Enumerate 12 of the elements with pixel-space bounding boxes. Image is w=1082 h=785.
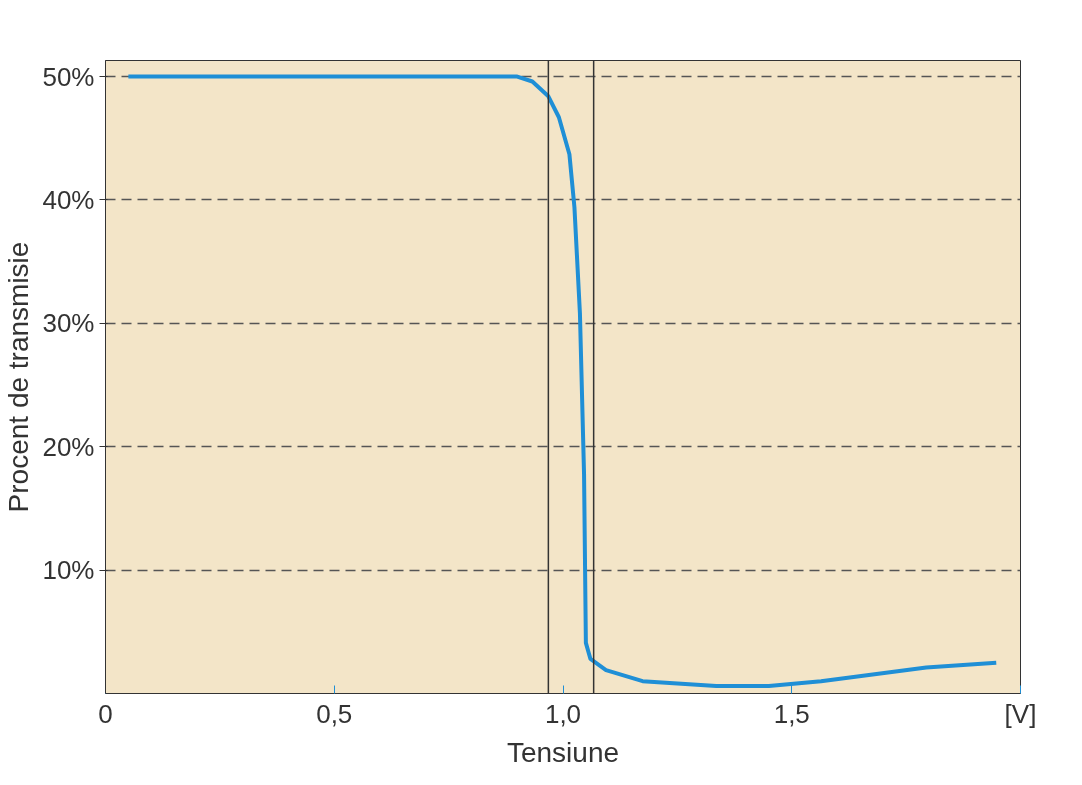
x-tick-label: 1,0: [544, 698, 582, 729]
x-tick-label: [V]: [1004, 698, 1037, 729]
y-tick-label: 20%: [42, 431, 95, 462]
x-tick-label: 0,5: [316, 698, 353, 729]
y-tick-label: 40%: [42, 184, 95, 215]
x-tick-label: 1,5: [773, 698, 810, 729]
y-tick-label: 10%: [42, 555, 95, 586]
y-tick-label: 30%: [42, 308, 95, 339]
x-tick-label: 0: [98, 698, 113, 729]
y-axis-title: Procent de transmisie: [3, 241, 35, 513]
x-axis-title: Tensiune: [506, 736, 620, 768]
y-tick-label: 50%: [42, 61, 95, 92]
